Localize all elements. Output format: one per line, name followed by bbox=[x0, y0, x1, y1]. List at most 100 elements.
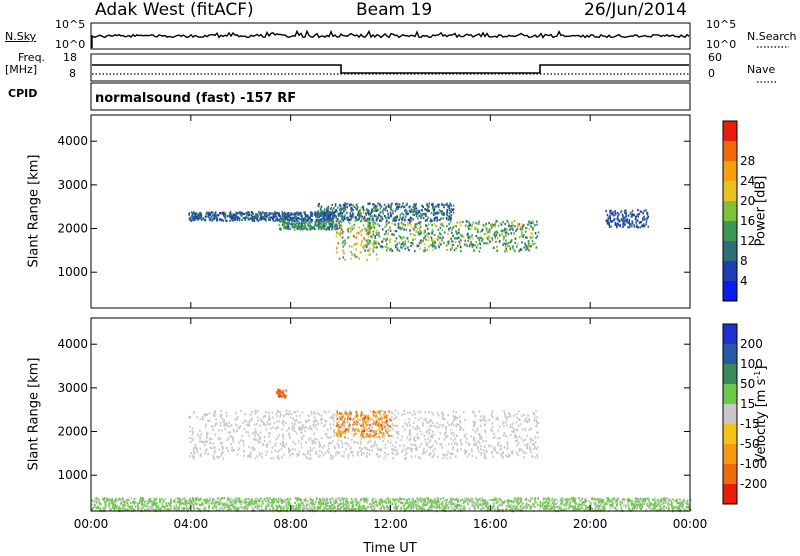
power-echo-cell bbox=[384, 226, 386, 228]
velocity-echo-cell bbox=[313, 411, 315, 413]
velocity-echo-cell bbox=[369, 453, 371, 455]
velocity-echo-cell bbox=[303, 435, 305, 437]
velocity-echo-cell bbox=[516, 413, 518, 415]
velocity-echo-cell bbox=[416, 428, 418, 430]
velocity-echo-cell bbox=[228, 422, 230, 424]
power-echo-cell bbox=[394, 240, 396, 242]
velocity-echo-cell bbox=[580, 507, 582, 509]
velocity-echo-cell bbox=[345, 429, 347, 431]
power-echo-cell bbox=[325, 228, 327, 230]
velocity-echo-cell bbox=[460, 427, 462, 429]
velocity-echo-cell bbox=[404, 429, 406, 431]
velocity-echo-cell bbox=[283, 424, 285, 426]
power-echo-cell bbox=[299, 212, 301, 214]
velocity-echo-cell bbox=[504, 432, 506, 434]
velocity-echo-cell bbox=[450, 424, 452, 426]
velocity-echo-cell bbox=[269, 508, 271, 510]
velocity-echo-cell bbox=[190, 441, 192, 443]
power-echo-cell bbox=[282, 212, 284, 214]
velocity-echo-cell bbox=[336, 418, 338, 420]
power-echo-cell bbox=[286, 215, 288, 217]
velocity-echo-cell bbox=[196, 447, 198, 449]
velocity-echo-cell bbox=[290, 416, 292, 418]
power-echo-cell bbox=[287, 223, 289, 225]
power-echo-cell bbox=[289, 228, 291, 230]
power-echo-cell bbox=[316, 212, 318, 214]
velocity-echo-cell bbox=[287, 498, 289, 500]
velocity-echo-cell bbox=[297, 421, 299, 423]
velocity-echo-cell bbox=[250, 414, 252, 416]
power-echo-cell bbox=[349, 222, 351, 224]
velocity-echo-cell bbox=[256, 423, 258, 425]
velocity-echo-cell bbox=[538, 497, 540, 499]
power-echo-cell bbox=[423, 217, 425, 219]
power-echo-cell bbox=[422, 240, 424, 242]
velocity-echo-cell bbox=[508, 454, 510, 456]
power-echo-cell bbox=[379, 220, 381, 222]
power-echo-cell bbox=[447, 209, 449, 211]
power-echo-cell bbox=[214, 217, 216, 219]
velocity-echo-cell bbox=[226, 447, 228, 449]
velocity-echo-cell bbox=[272, 417, 274, 419]
velocity-echo-cell bbox=[391, 411, 393, 413]
power-echo-cell bbox=[629, 225, 631, 227]
power-echo-cell bbox=[278, 212, 280, 214]
velocity-echo-cell bbox=[375, 433, 377, 435]
velocity-echo-cell bbox=[336, 411, 338, 413]
velocity-echo-cell bbox=[261, 453, 263, 455]
power-echo-cell bbox=[321, 206, 323, 208]
power-echo-cell bbox=[449, 203, 451, 205]
velocity-echo-cell bbox=[214, 410, 216, 412]
power-echo-cell bbox=[365, 230, 367, 232]
velocity-echo-cell bbox=[338, 446, 340, 448]
power-echo-cell bbox=[433, 206, 435, 208]
power-echo-cell bbox=[332, 226, 334, 228]
power-echo-cell bbox=[349, 205, 351, 207]
velocity-echo-cell bbox=[447, 450, 449, 452]
velocity-echo-cell bbox=[259, 440, 261, 442]
power-echo-cell bbox=[618, 213, 620, 215]
velocity-echo-cell bbox=[430, 435, 432, 437]
power-echo-cell bbox=[243, 217, 245, 219]
power-echo-cell bbox=[451, 229, 453, 231]
velocity-echo-cell bbox=[535, 441, 537, 443]
velocity-echo-cell bbox=[404, 413, 406, 415]
velocity-echo-cell bbox=[263, 423, 265, 425]
velocity-echo-cell bbox=[397, 453, 399, 455]
power-echo-cell bbox=[506, 242, 508, 244]
power-echo-cell bbox=[475, 222, 477, 224]
velocity-echo-cell bbox=[242, 422, 244, 424]
power-echo-cell bbox=[503, 235, 505, 237]
velocity-echo-cell bbox=[289, 449, 291, 451]
velocity-echo-cell bbox=[410, 443, 412, 445]
power-echo-cell bbox=[449, 209, 451, 211]
power-echo-cell bbox=[401, 243, 403, 245]
velocity-echo-cell bbox=[641, 498, 643, 500]
power-echo-cell bbox=[450, 210, 452, 212]
velocity-echo-cell bbox=[131, 497, 133, 499]
power-echo-cell bbox=[191, 211, 193, 213]
velocity-echo-cell bbox=[384, 416, 386, 418]
velocity-echo-cell bbox=[320, 419, 322, 421]
power-echo-cell bbox=[481, 240, 483, 242]
velocity-echo-cell bbox=[475, 444, 477, 446]
power-echo-cell bbox=[239, 219, 241, 221]
velocity-echo-cell bbox=[233, 429, 235, 431]
velocity-echo-cell bbox=[496, 452, 498, 454]
power-echo-cell bbox=[520, 248, 522, 250]
velocity-echo-cell bbox=[383, 457, 385, 459]
velocity-echo-cell bbox=[189, 437, 191, 439]
velocity-echo-cell bbox=[466, 438, 468, 440]
velocity-echo-cell bbox=[382, 440, 384, 442]
velocity-echo-cell bbox=[253, 438, 255, 440]
velocity-echo-cell bbox=[221, 429, 223, 431]
velocity-echo-cell bbox=[332, 498, 334, 500]
power-echo-cell bbox=[512, 226, 514, 228]
power-echo-cell bbox=[493, 247, 495, 249]
power-echo-cell bbox=[446, 225, 448, 227]
velocity-echo-cell bbox=[306, 504, 308, 506]
velocity-echo-cell bbox=[110, 499, 112, 501]
velocity-echo-cell bbox=[477, 446, 479, 448]
power-echo-cell bbox=[408, 249, 410, 251]
power-echo-cell bbox=[216, 220, 218, 222]
